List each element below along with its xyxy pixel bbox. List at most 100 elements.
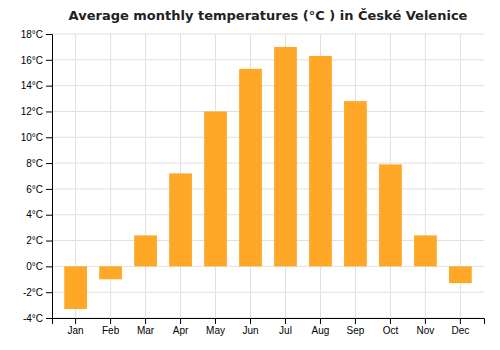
y-tick-mark xyxy=(46,318,52,319)
bar xyxy=(239,69,262,267)
bar xyxy=(379,164,402,266)
bar xyxy=(344,101,367,266)
x-tick: May xyxy=(206,318,225,336)
y-tick-mark xyxy=(46,163,52,164)
y-tick-mark xyxy=(46,137,52,138)
x-tick: Nov xyxy=(417,318,435,336)
y-tick: 16°C xyxy=(21,55,52,66)
chart-svg: -4°C -2°C 0°C 2°C 4°C 6°C 8°C 10°C 12°C 14°C 16°C 1… xyxy=(0,0,500,350)
x-tick-mark xyxy=(355,318,356,324)
bar xyxy=(274,47,297,266)
x-tick-label: Jul xyxy=(279,325,292,336)
y-tick: 0°C xyxy=(26,261,52,272)
y-tick: -4°C xyxy=(23,313,52,324)
x-tick-mark xyxy=(285,318,286,324)
grid xyxy=(52,34,484,318)
y-tick-label: 18°C xyxy=(21,29,43,40)
x-tick-mark xyxy=(215,318,216,324)
y-tick-mark xyxy=(46,241,52,242)
bar xyxy=(449,266,472,283)
x-grid-line xyxy=(145,34,146,318)
x-tick-label: May xyxy=(206,325,225,336)
x-tick-label: Dec xyxy=(451,325,469,336)
y-grid-line xyxy=(52,59,484,60)
y-tick-label: 12°C xyxy=(21,106,43,117)
x-axis-line xyxy=(53,319,485,325)
y-tick-label: 10°C xyxy=(21,132,43,143)
y-grid-line xyxy=(52,214,484,215)
x-tick: Feb xyxy=(102,318,120,336)
y-tick-label: 4°C xyxy=(26,209,43,220)
y-tick-label: -2°C xyxy=(23,287,43,298)
bar xyxy=(309,56,332,266)
x-tick-mark xyxy=(110,318,111,324)
y-tick-mark xyxy=(46,34,52,35)
y-tick-mark xyxy=(46,111,52,112)
y-axis-line xyxy=(46,35,53,319)
plot-area: -4°C -2°C 0°C 2°C 4°C 6°C 8°C 10°C 12°C 14°C 16°C 1… xyxy=(21,29,485,336)
x-tick: Jun xyxy=(242,318,258,336)
y-tick: 2°C xyxy=(26,235,52,246)
chart-container: -4°C -2°C 0°C 2°C 4°C 6°C 8°C 10°C 12°C 14°C 16°C 1… xyxy=(0,0,500,350)
y-tick-label: 0°C xyxy=(26,261,43,272)
y-tick: 6°C xyxy=(26,184,52,195)
x-tick-mark xyxy=(145,318,146,324)
bar xyxy=(99,266,122,279)
y-grid-line xyxy=(52,137,484,138)
y-grid-line xyxy=(52,111,484,112)
y-tick-label: 6°C xyxy=(26,184,43,195)
x-tick: Aug xyxy=(312,318,330,336)
x-tick: Jan xyxy=(68,318,84,336)
y-tick-label: 14°C xyxy=(21,80,43,91)
x-tick-mark xyxy=(460,318,461,324)
y-tick-mark xyxy=(46,215,52,216)
y-tick: 14°C xyxy=(21,80,52,91)
y-tick: 4°C xyxy=(26,209,52,220)
y-tick-mark xyxy=(46,86,52,87)
y-tick: 8°C xyxy=(26,158,52,169)
x-tick: Sep xyxy=(347,318,365,336)
y-grid-line xyxy=(52,34,484,35)
y-grid-line xyxy=(52,188,484,189)
y-tick-label: 16°C xyxy=(21,55,43,66)
x-grid-line xyxy=(425,34,426,318)
y-tick-mark xyxy=(46,189,52,190)
bar xyxy=(414,235,437,266)
y-tick: 18°C xyxy=(21,29,52,40)
x-tick-label: Feb xyxy=(102,325,120,336)
bar xyxy=(204,111,227,266)
x-tick: Dec xyxy=(451,318,469,336)
y-tick: 12°C xyxy=(21,106,52,117)
title: Average monthly temperatures (°C ) in Če… xyxy=(69,8,468,23)
bar xyxy=(64,266,87,309)
x-tick-label: Sep xyxy=(347,325,365,336)
y-grid-line xyxy=(52,292,484,293)
x-tick: Mar xyxy=(137,318,155,336)
x-tick-mark xyxy=(390,318,391,324)
x-tick-label: Jun xyxy=(242,325,258,336)
x-tick: Apr xyxy=(173,318,189,336)
y-tick: -2°C xyxy=(23,287,52,298)
x-tick-mark xyxy=(320,318,321,324)
x-tick: Jul xyxy=(279,318,292,336)
y-tick-label: 2°C xyxy=(26,235,43,246)
x-tick-label: Apr xyxy=(173,325,189,336)
x-tick-label: Aug xyxy=(312,325,330,336)
x-tick-mark xyxy=(425,318,426,324)
x-tick: Oct xyxy=(383,318,399,336)
x-tick-label: Jan xyxy=(68,325,84,336)
bar xyxy=(169,173,192,266)
y-axis: -4°C -2°C 0°C 2°C 4°C 6°C 8°C 10°C 12°C 14°C 16°C 1… xyxy=(21,29,53,324)
x-tick-label: Oct xyxy=(383,325,399,336)
y-tick-mark xyxy=(46,266,52,267)
y-tick-mark xyxy=(46,60,52,61)
x-tick-label: Mar xyxy=(137,325,155,336)
y-tick: 10°C xyxy=(21,132,52,143)
x-tick-label: Nov xyxy=(417,325,435,336)
y-grid-line xyxy=(52,85,484,86)
x-tick-mark xyxy=(180,318,181,324)
y-grid-line xyxy=(52,163,484,164)
bars xyxy=(64,47,472,309)
bar xyxy=(134,235,157,266)
y-tick-mark xyxy=(46,292,52,293)
